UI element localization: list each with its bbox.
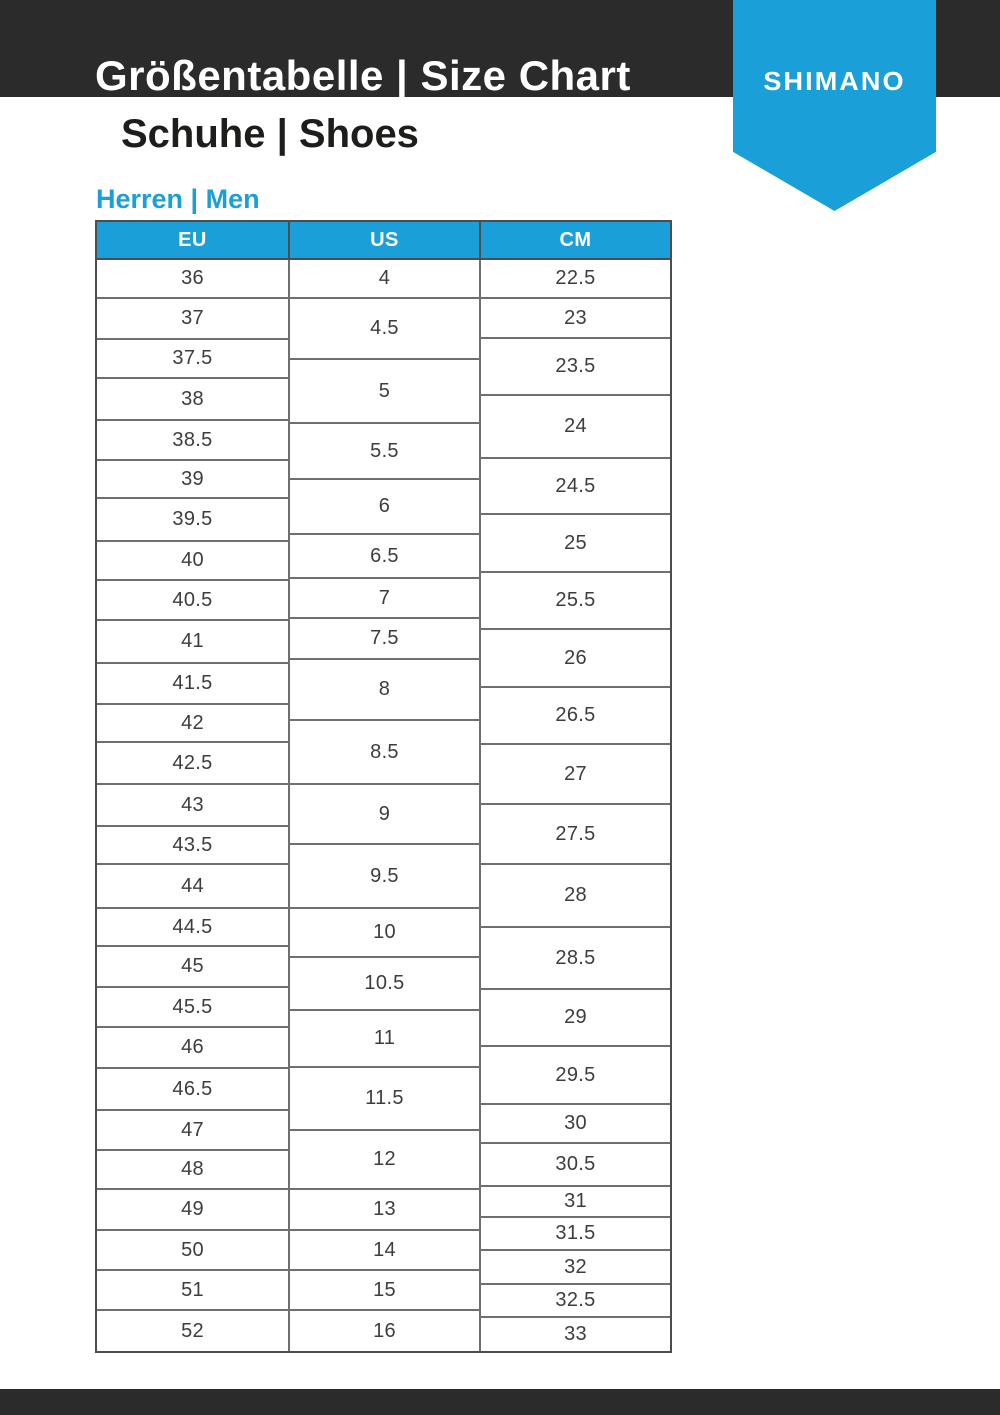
- us-size-cell: 6.5: [290, 535, 479, 579]
- page-title: Größentabelle | Size Chart: [95, 52, 631, 99]
- cm-size-cell: 25: [481, 515, 670, 573]
- cm-column: 22.5 23 23.5 24 24.5 25 25.5 26 26.5 27 27.5 28 28.5…: [479, 260, 670, 1351]
- us-size-cell: 15: [290, 1271, 479, 1311]
- column-header-us: US: [288, 222, 479, 258]
- us-size-cell: 5: [290, 360, 479, 424]
- eu-size-cell: 47: [97, 1111, 288, 1151]
- cm-size-cell: 28.5: [481, 928, 670, 990]
- eu-size-cell: 38.5: [97, 421, 288, 461]
- cm-size-cell: 30.5: [481, 1144, 670, 1187]
- eu-size-cell: 37: [97, 299, 288, 340]
- eu-size-cell: 36: [97, 260, 288, 299]
- cm-size-cell: 28: [481, 865, 670, 928]
- us-size-cell: 9: [290, 785, 479, 845]
- eu-size-cell: 46.5: [97, 1069, 288, 1111]
- eu-size-cell: 41: [97, 621, 288, 664]
- eu-size-cell: 49: [97, 1190, 288, 1231]
- eu-size-cell: 44: [97, 865, 288, 909]
- eu-size-cell: 43.5: [97, 827, 288, 865]
- cm-size-cell: 31: [481, 1187, 670, 1218]
- eu-size-cell: 40: [97, 542, 288, 581]
- us-size-cell: 8: [290, 660, 479, 721]
- column-header-eu: EU: [178, 228, 207, 251]
- us-size-cell: 7.5: [290, 619, 479, 660]
- eu-size-cell: 42.5: [97, 743, 288, 785]
- eu-column: 36 37 37.5 38 38.5 39 39.5 40 40.5 41 41.5 42 42.5 43…: [97, 260, 288, 1351]
- eu-size-cell: 43: [97, 785, 288, 827]
- eu-size-cell: 42: [97, 705, 288, 743]
- us-size-cell: 7: [290, 579, 479, 619]
- page-subtitle: Schuhe | Shoes: [121, 112, 419, 156]
- eu-size-cell: 37.5: [97, 340, 288, 379]
- cm-size-cell: 29: [481, 990, 670, 1047]
- eu-size-cell: 45.5: [97, 988, 288, 1028]
- us-size-cell: 10: [290, 909, 479, 958]
- cm-size-cell: 25.5: [481, 573, 670, 630]
- cm-size-cell: 31.5: [481, 1218, 670, 1251]
- cm-size-cell: 32.5: [481, 1285, 670, 1318]
- us-size-cell: 8.5: [290, 721, 479, 785]
- cm-size-cell: 22.5: [481, 260, 670, 299]
- us-size-cell: 6: [290, 480, 479, 535]
- eu-size-cell: 52: [181, 1319, 204, 1342]
- section-label: Herren | Men: [96, 184, 260, 214]
- cm-size-cell: 26.5: [481, 688, 670, 745]
- eu-size-cell: 39.5: [97, 499, 288, 542]
- eu-size-cell: 50: [97, 1231, 288, 1271]
- us-size-cell: 4.5: [290, 299, 479, 360]
- us-size-cell: 16: [373, 1319, 396, 1342]
- us-size-cell: 13: [290, 1190, 479, 1231]
- us-size-cell: 5.5: [290, 424, 479, 480]
- us-column: 4 4.5 5 5.5 6 6.5 7 7.5 8 8.5 9 9.5 10 10.5 11 11.5 12 13…: [288, 260, 479, 1351]
- shimano-logo: SHIMANO: [763, 66, 906, 96]
- us-size-cell: 12: [290, 1131, 479, 1190]
- cm-size-cell: 26: [481, 630, 670, 688]
- us-size-cell: 14: [290, 1231, 479, 1271]
- eu-size-cell: 46: [97, 1028, 288, 1069]
- eu-size-cell: 51: [97, 1271, 288, 1311]
- cm-size-cell: 27.5: [481, 805, 670, 865]
- table-header-row: EU US CM: [97, 222, 670, 260]
- eu-size-cell: 40.5: [97, 581, 288, 621]
- footer-dark-bar: [0, 1389, 1000, 1415]
- column-header-cm: CM: [479, 222, 670, 258]
- table-body: 36 37 37.5 38 38.5 39 39.5 40 40.5 41 41.5 42 42.5 43…: [97, 260, 670, 1351]
- us-size-cell: 11.5: [290, 1068, 479, 1131]
- us-size-cell: 11: [290, 1011, 479, 1068]
- eu-size-cell: 44.5: [97, 909, 288, 947]
- cm-size-cell: 33: [564, 1323, 587, 1345]
- brand-ribbon: SHIMANO: [733, 0, 936, 211]
- eu-size-cell: 38: [97, 379, 288, 421]
- cm-size-cell: 23: [481, 299, 670, 339]
- eu-size-cell: 41.5: [97, 664, 288, 705]
- eu-size-cell: 45: [97, 947, 288, 988]
- cm-size-cell: 24: [481, 396, 670, 459]
- cm-size-cell: 32: [481, 1251, 670, 1285]
- cm-size-cell: 29.5: [481, 1047, 670, 1105]
- cm-size-cell: 23.5: [481, 339, 670, 396]
- us-size-cell: 4: [290, 260, 479, 299]
- size-table: EU US CM 36 37 37.5 38 38.5 39 39.5 40 40.5 41 41.…: [95, 220, 672, 1353]
- cm-size-cell: 24.5: [481, 459, 670, 515]
- cm-size-cell: 30: [481, 1105, 670, 1144]
- cm-size-cell: 27: [481, 745, 670, 805]
- eu-size-cell: 48: [97, 1151, 288, 1190]
- us-size-cell: 10.5: [290, 958, 479, 1011]
- eu-size-cell: 39: [97, 461, 288, 499]
- us-size-cell: 9.5: [290, 845, 479, 909]
